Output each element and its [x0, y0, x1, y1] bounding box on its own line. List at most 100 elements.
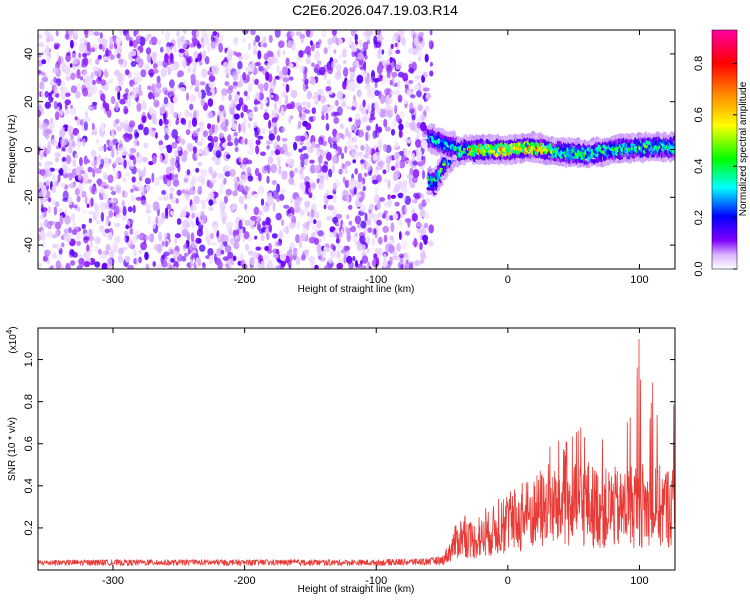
spectrogram-noise-cell [263, 52, 269, 61]
spectrogram-noise-cell [323, 47, 328, 55]
spectrogram-noise-cell [389, 235, 394, 241]
spectrogram-noise-cell [46, 230, 53, 238]
spectrogram-noise-cell [183, 59, 187, 69]
spectrogram-noise-cell [60, 137, 66, 147]
spectrogram-noise-cell [64, 108, 70, 115]
spectrogram-noise-cell [115, 118, 120, 124]
spectrogram-noise-cell [364, 212, 368, 222]
spectrogram-noise-cell [424, 56, 429, 62]
spectrogram-noise-cell [288, 76, 294, 81]
spectrogram-noise-cell [265, 217, 271, 226]
spectrogram-noise-cell [388, 47, 393, 56]
spectrogram-noise-cell [238, 195, 245, 205]
spectrogram-signal-cell [672, 142, 675, 147]
spectrogram-noise-cell [418, 56, 421, 62]
spectrogram-noise-cell [87, 104, 91, 110]
spectrogram-noise-cell [169, 264, 173, 269]
spectrogram-noise-cell [278, 108, 282, 114]
spectrogram-noise-cell [89, 47, 96, 52]
spectrogram-noise-cell [255, 139, 261, 146]
spectrogram-noise-cell [174, 266, 177, 269]
spectrogram-noise-cell [208, 191, 215, 199]
spectrogram-noise-cell [354, 33, 358, 42]
spectrogram-noise-cell [197, 186, 202, 192]
spectrogram-noise-cell [285, 225, 290, 235]
spectrogram-noise-cell [125, 172, 130, 177]
y-tick-label: 0.8 [23, 394, 35, 409]
spectrogram-noise-cell [170, 210, 175, 216]
spectrogram-noise-cell [348, 220, 353, 226]
spectrogram-noise-cell [358, 151, 363, 156]
spectrogram-noise-cell [271, 110, 276, 118]
spectrogram-noise-cell [186, 169, 191, 176]
spectrogram-noise-cell [232, 36, 239, 46]
spectrogram-noise-cell [136, 180, 142, 191]
spectrogram-noise-cell [361, 106, 366, 115]
spectrogram-noise-cell [127, 206, 133, 213]
spectrogram-noise-cell [335, 238, 340, 244]
spectrogram-noise-cell [314, 99, 319, 105]
spectrogram-noise-cell [327, 65, 334, 75]
x-tick-label: 0 [505, 575, 511, 587]
spectrogram-noise-cell [374, 194, 380, 204]
spectrogram-noise-cell [153, 99, 160, 108]
spectrogram-noise-cell [266, 175, 270, 184]
spectrogram-noise-cell [332, 155, 338, 164]
spectrogram-noise-cell [338, 232, 343, 237]
spectrogram-noise-cell [327, 90, 334, 95]
spectrogram-noise-cell [316, 243, 322, 253]
spectrogram-noise-cell [181, 154, 187, 163]
spectrogram-noise-cell [325, 112, 329, 121]
spectrogram-noise-cell [315, 50, 320, 58]
spectrogram-noise-cell [115, 156, 122, 163]
spectrogram-noise-cell [225, 188, 232, 196]
spectrogram-noise-cell [125, 224, 130, 230]
spectrogram-noise-cell [208, 255, 214, 265]
spectrogram-noise-cell [192, 253, 197, 259]
spectrogram-noise-cell [139, 36, 146, 47]
spectrogram-noise-cell [132, 204, 136, 214]
spectrogram-noise-cell [176, 30, 180, 38]
spectrogram-noise-cell [250, 190, 254, 196]
spectrogram-noise-cell [64, 99, 71, 106]
spectrogram-noise-cell [389, 256, 393, 266]
spectrogram-noise-cell [129, 227, 134, 235]
y-tick-label: -40 [23, 237, 35, 253]
spectrogram-noise-cell [305, 45, 311, 55]
spectrogram-noise-cell [176, 189, 182, 196]
x-tick-label: 100 [630, 274, 648, 286]
spectrogram-noise-cell [318, 136, 324, 145]
spectrogram-noise-cell [212, 31, 218, 36]
spectrogram-noise-cell [412, 32, 419, 38]
spectrogram-noise-cell [298, 239, 303, 249]
spectrogram-noise-cell [197, 175, 204, 184]
spectrogram-noise-cell [181, 255, 187, 262]
spectrogram-noise-cell [143, 166, 147, 177]
spectrogram-noise-cell [125, 33, 130, 41]
spectrogram-noise-cell [116, 149, 119, 156]
spectrogram-noise-cell [262, 220, 266, 227]
spectrogram-noise-cell [127, 100, 132, 108]
colorbar-tick-label: 0.2 [693, 210, 705, 225]
spectrogram-noise-cell [164, 127, 170, 133]
spectrogram-noise-cell [131, 176, 136, 183]
spectrogram-noise-cell [421, 234, 429, 242]
spectrogram-noise-cell [198, 122, 205, 127]
spectrogram-noise-cell [395, 64, 402, 70]
spectrogram-noise-cell [301, 101, 309, 107]
spectrogram-noise-cell [38, 91, 41, 97]
spectrogram-noise-cell [226, 154, 231, 159]
spectrogram-noise-cell [298, 111, 302, 118]
spectrogram-noise-cell [228, 51, 232, 61]
spectrogram-noise-cell [43, 218, 49, 228]
spectrogram-noise-cell [411, 213, 418, 222]
spectrogram-noise-cell [307, 77, 313, 82]
spectrogram-noise-cell [144, 235, 149, 241]
spectrogram-noise-cell [404, 262, 411, 269]
spectrogram-noise-cell [242, 157, 249, 165]
spectrogram-noise-cell [252, 251, 259, 260]
spectrogram-noise-cell [97, 67, 102, 78]
spectrogram-noise-cell [233, 113, 240, 120]
spectrogram-noise-cell [429, 30, 433, 36]
spectrogram-noise-cell [350, 125, 355, 131]
